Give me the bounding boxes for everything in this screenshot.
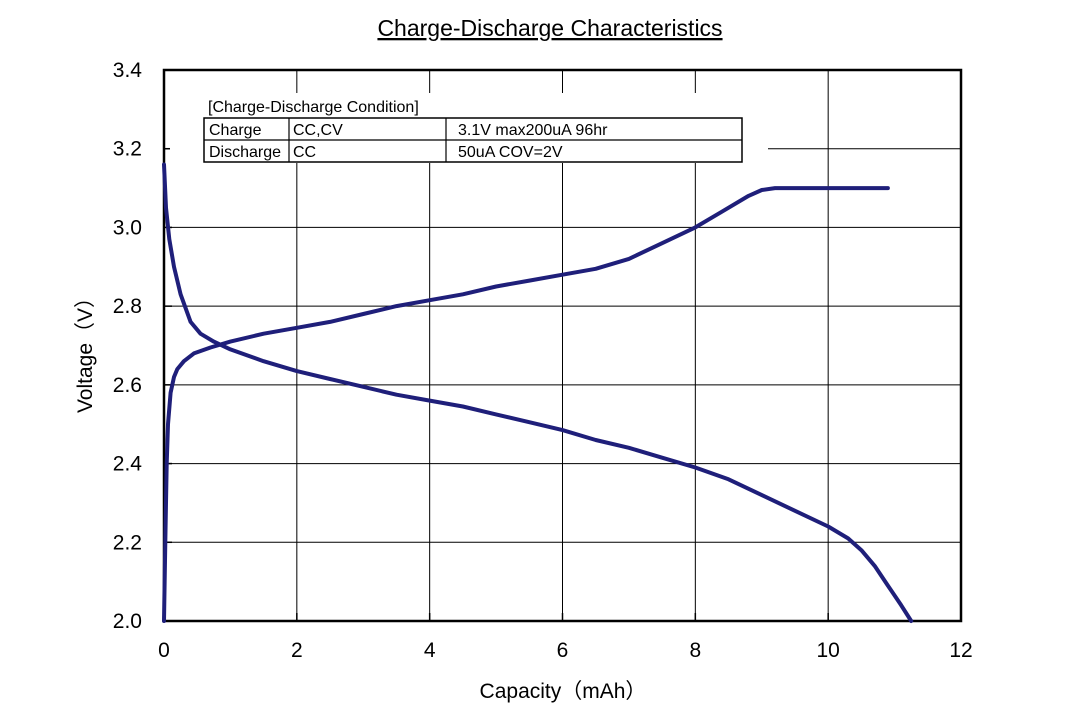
- x-tick-label: 12: [949, 639, 972, 662]
- plot-frame: [162, 68, 963, 623]
- y-axis-title: Voltage（V）: [74, 287, 97, 413]
- condition-table: [Charge-Discharge Condition] Charge CC,C…: [170, 93, 768, 163]
- condition-discharge-label: Discharge: [209, 144, 281, 161]
- condition-table-background: [170, 93, 768, 163]
- x-axis-ticks: 0 2 4 6 8 10 12: [158, 613, 973, 662]
- condition-charge-detail: 3.1V max200uA 96hr: [458, 122, 608, 139]
- y-axis-ticks: 2.0 2.2 2.4 2.6 2.8 3.0 3.2 3.4: [113, 59, 172, 633]
- condition-discharge-method: CC: [293, 144, 316, 161]
- x-tick-label: 8: [689, 639, 701, 662]
- y-tick-label: 2.2: [113, 531, 142, 554]
- chart-title: Charge-Discharge Characteristics: [377, 15, 722, 41]
- y-tick-label: 2.8: [113, 295, 142, 318]
- x-tick-label: 6: [557, 639, 569, 662]
- condition-charge-label: Charge: [209, 122, 262, 139]
- x-tick-label: 2: [291, 639, 303, 662]
- discharge-curve: [162, 162, 914, 623]
- x-tick-label: 10: [816, 639, 839, 662]
- condition-discharge-detail: 50uA COV=2V: [458, 144, 563, 161]
- x-tick-label: 0: [158, 639, 170, 662]
- y-tick-label: 2.0: [113, 610, 142, 633]
- condition-table-heading: [Charge-Discharge Condition]: [208, 99, 419, 116]
- y-tick-label: 2.6: [113, 374, 142, 397]
- y-tick-label: 2.4: [113, 453, 143, 476]
- y-tick-label: 3.4: [113, 59, 143, 82]
- y-tick-label: 3.2: [113, 138, 142, 161]
- condition-charge-method: CC,CV: [293, 122, 343, 139]
- x-axis-title: Capacity（mAh）: [480, 680, 647, 703]
- x-tick-label: 4: [424, 639, 436, 662]
- charge-curve: [162, 186, 890, 623]
- y-tick-label: 3.0: [113, 216, 142, 239]
- data-curves: [162, 162, 914, 623]
